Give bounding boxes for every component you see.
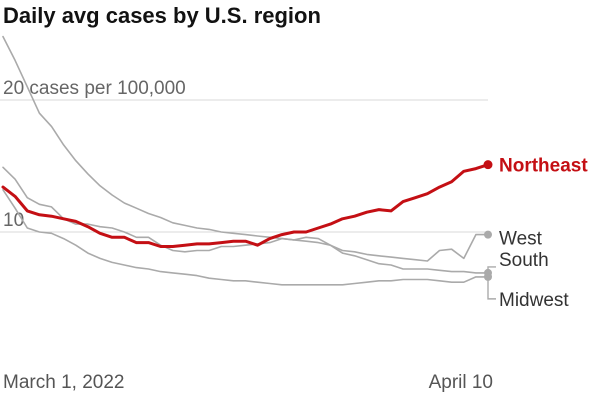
x-tick-label-end: April 10 (429, 372, 493, 393)
series-layer (1, 35, 490, 286)
series-line-northeast (1, 163, 490, 248)
y-tick-label: 10 (3, 210, 24, 231)
chart-title: Daily avg cases by U.S. region (3, 3, 321, 28)
grid: 10 20 cases per 100,000 (0, 78, 488, 233)
series-line-west (2, 35, 489, 262)
end-point-midwest (484, 272, 492, 281)
series-label-south: South (499, 250, 549, 271)
label-connector (487, 266, 496, 300)
x-tick-label-start: March 1, 2022 (3, 372, 124, 393)
end-point-northeast (483, 160, 493, 170)
end-point-west (484, 230, 492, 239)
series-label-midwest: Midwest (499, 290, 569, 311)
y-tick-label: 20 cases per 100,000 (3, 78, 186, 99)
series-line-midwest (2, 189, 489, 286)
series-label-northeast: Northeast (499, 156, 588, 177)
series-label-west: West (499, 229, 543, 250)
